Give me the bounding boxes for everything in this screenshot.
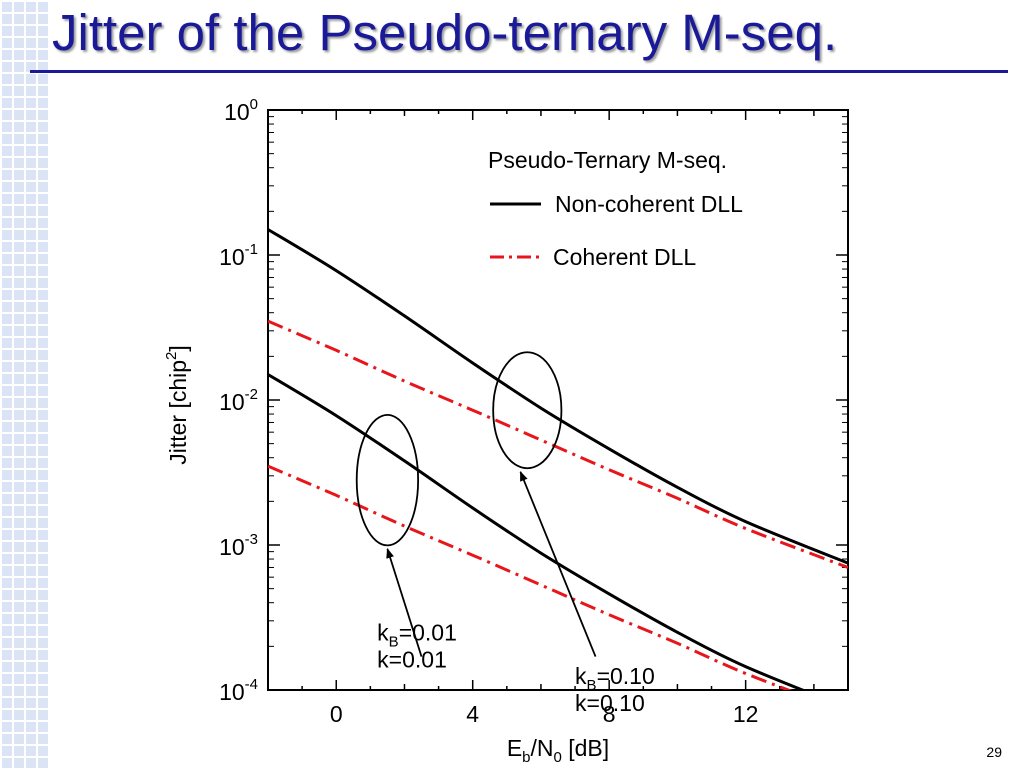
legend-title: Pseudo-Ternary M-seq.: [488, 147, 727, 173]
decorative-grid-strip: [0, 0, 48, 768]
y-tick-exponent: 0: [250, 96, 258, 113]
x-tick-label: 0: [330, 701, 343, 727]
series-group: [268, 228, 848, 690]
y-tick-label: 10-1: [219, 241, 258, 270]
annotation-label: k=0.01: [377, 646, 447, 672]
annotation-part: k: [575, 663, 587, 689]
annotation-arrow: [519, 471, 597, 657]
series-line-noncoherent: [268, 373, 807, 690]
annotation-ellipse: [355, 414, 420, 547]
y-tick-base: 10: [219, 389, 245, 415]
x-label-subscript: 0: [554, 749, 562, 766]
annotation-subscript: B: [587, 677, 597, 694]
y-tick-base: 10: [224, 99, 250, 125]
x-tick-label: 4: [466, 701, 479, 727]
y-tick-base: 10: [219, 679, 245, 705]
annotation-part: =0.01: [399, 619, 457, 645]
x-label-part: /N: [531, 735, 554, 761]
y-label-superscript: 2: [163, 352, 180, 360]
annotation-part: k: [377, 619, 389, 645]
series-line-coherent: [268, 319, 848, 569]
annotation-label: k=0.10: [575, 690, 645, 716]
legend-label: Coherent DLL: [553, 244, 696, 270]
y-axis-label: Jitter [chip2]: [163, 345, 191, 465]
annotation-arrow: [386, 548, 423, 657]
y-tick-base: 10: [219, 534, 245, 560]
y-tick-label: 10-3: [219, 531, 258, 560]
slide-title: Jitter of the Pseudo-ternary M-seq.: [52, 4, 838, 61]
y-tick-label: 10-4: [219, 676, 258, 705]
x-label-subscript: b: [522, 749, 530, 766]
series-line-coherent: [268, 464, 793, 690]
page-number: 29: [986, 744, 1002, 760]
annotation-subscript: B: [389, 633, 399, 650]
annotation-part: =0.10: [597, 663, 655, 689]
y-tick-exponent: -3: [245, 531, 258, 548]
series-line-noncoherent: [268, 228, 848, 565]
y-label-part: ]: [165, 345, 191, 351]
y-tick-label: 100: [224, 96, 258, 125]
x-label-part: E: [507, 735, 522, 761]
y-tick-base: 10: [219, 244, 245, 270]
annotation-label: kB=0.10: [575, 663, 655, 694]
legend-label: Non-coherent DLL: [555, 191, 743, 217]
y-tick-label: 10-2: [219, 386, 258, 415]
title-underline: [30, 70, 1008, 73]
x-label-part: [dB]: [562, 735, 609, 761]
y-label-part: Jitter [chip: [165, 360, 191, 465]
y-tick-exponent: -1: [245, 241, 258, 258]
annotation-ellipse: [492, 351, 563, 470]
y-tick-exponent: -2: [245, 386, 258, 403]
y-tick-exponent: -4: [245, 676, 258, 693]
x-tick-label: 8: [603, 701, 616, 727]
x-axis-label: Eb/N0 [dB]: [507, 735, 609, 766]
x-tick-label: 12: [733, 701, 759, 727]
annotation-label: kB=0.01: [377, 619, 457, 650]
